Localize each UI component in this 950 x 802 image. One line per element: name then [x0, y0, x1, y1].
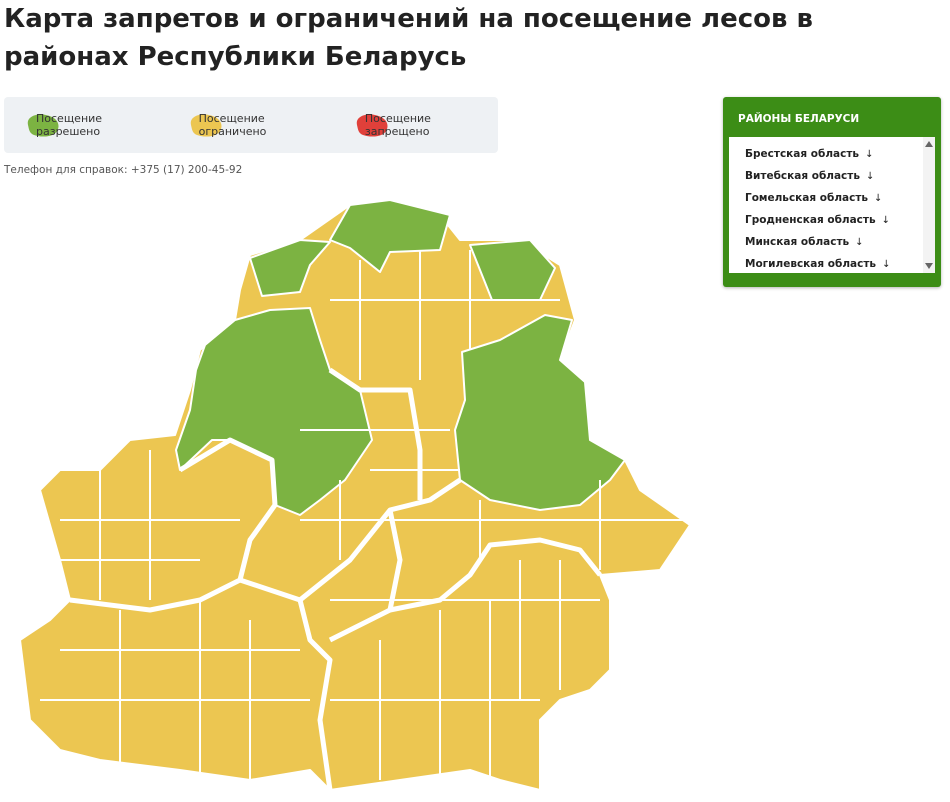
expand-arrow: ↓	[865, 149, 874, 160]
district-name: Могилевская область	[745, 258, 877, 270]
district-name: Минская область	[745, 236, 850, 248]
map-region-allowed	[175, 307, 373, 516]
legend-label: Посещение запрещено	[364, 112, 431, 138]
legend-blob	[190, 114, 222, 137]
oblast-border	[239, 577, 333, 791]
district-item[interactable]: Могилевская область ↓	[729, 253, 935, 275]
legend-item[interactable]: Посещение разрешено	[24, 111, 169, 139]
legend-item[interactable]: Посещение ограничено	[187, 111, 335, 139]
district-item[interactable]: Витебская область ↓	[729, 165, 935, 187]
oblast-border	[328, 607, 392, 643]
district-item[interactable]: Брестская область ↓	[729, 143, 935, 165]
scroll-arrows	[925, 141, 933, 269]
scrollbar[interactable]	[923, 137, 935, 273]
oblast-border	[387, 509, 602, 613]
page-title: Карта запретов и ограничений на посещени…	[4, 4, 813, 72]
contact: Телефон для справок: +375 (17) 200-45-92	[4, 164, 242, 176]
district-name: Гомельская область	[745, 192, 869, 204]
expand-arrow: ↓	[874, 193, 883, 204]
district-name: Гродненская область	[745, 214, 876, 226]
district-item[interactable]: Гродненская область ↓	[729, 209, 935, 231]
legend-swatch	[27, 114, 59, 137]
contact-label: Телефон для справок:	[4, 164, 128, 176]
expand-arrow: ↓	[882, 259, 891, 270]
district-borders	[40, 250, 690, 780]
district-name: Брестская область	[745, 148, 860, 160]
districts-panel: РАЙОНЫ БЕЛАРУСИ Брестская область ↓ Витебс…	[723, 97, 941, 287]
district-name: Витебская область	[745, 170, 861, 182]
district-item[interactable]: Гомельская область ↓	[729, 187, 935, 209]
map-region-restricted	[19, 199, 691, 791]
legend: Посещение разрешено Посещение ограничено П…	[4, 97, 498, 153]
legend-label: Посещение разрешено	[36, 112, 103, 138]
legend-blob	[356, 114, 388, 137]
legend-label: Посещение ограничено	[198, 112, 267, 138]
map-region-allowed	[329, 199, 451, 273]
expand-arrow: ↓	[855, 237, 864, 248]
expand-arrow: ↓	[866, 171, 875, 182]
panel-title: РАЙОНЫ БЕЛАРУСИ	[738, 113, 860, 125]
legend-swatch	[190, 114, 222, 137]
map-region-allowed	[469, 239, 556, 301]
legend-swatch	[356, 114, 388, 137]
legend-blob	[27, 114, 59, 137]
expand-arrow: ↓	[881, 215, 891, 226]
oblast-border	[298, 477, 462, 602]
list-items: Брестская область ↓ Витебская область ↓ Гоме…	[729, 137, 935, 275]
map-region-allowed	[454, 314, 626, 511]
legend-item[interactable]: Посещение запрещено	[353, 111, 498, 139]
district-item[interactable]: Минская область ↓	[729, 231, 935, 253]
map-region-allowed	[249, 239, 331, 297]
phone-link[interactable]: +375 (17) 200-45-92	[130, 164, 243, 176]
district-list: Брестская область ↓ Витебская область ↓ Гоме…	[729, 137, 935, 273]
oblast-border	[328, 367, 423, 500]
oblast-border	[69, 437, 278, 613]
